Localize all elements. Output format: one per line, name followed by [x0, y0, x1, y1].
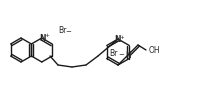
Text: N: N — [124, 50, 130, 59]
Text: +: + — [44, 33, 48, 38]
Text: OH: OH — [148, 46, 160, 55]
Text: −: − — [118, 52, 123, 58]
Text: Br: Br — [108, 49, 117, 58]
Text: N: N — [39, 33, 46, 42]
Text: −: − — [65, 29, 71, 35]
Text: N: N — [114, 34, 121, 43]
Text: Br: Br — [58, 26, 66, 34]
Text: +: + — [119, 34, 123, 40]
